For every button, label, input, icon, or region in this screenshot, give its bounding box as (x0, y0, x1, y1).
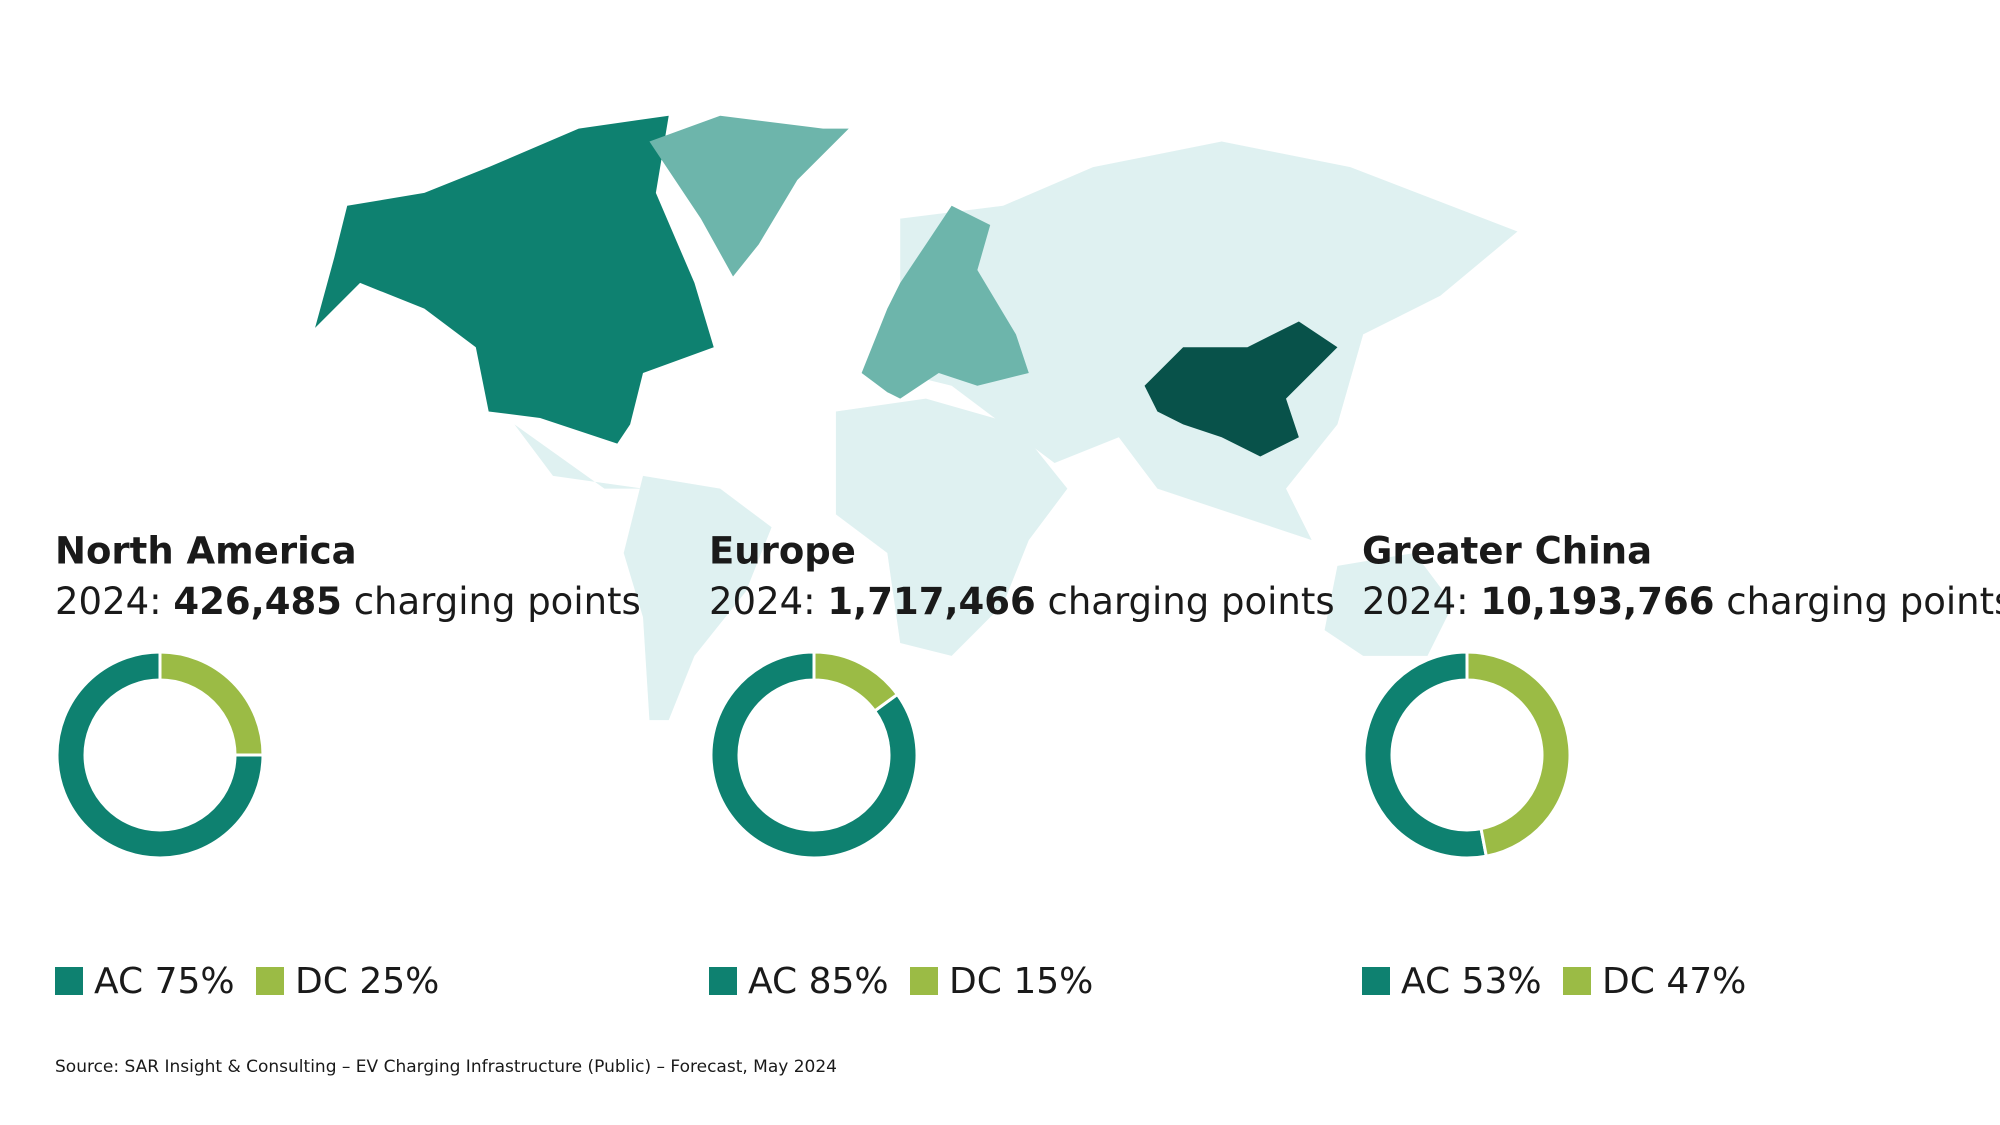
donut-slice (158, 650, 265, 757)
region-title: Europe (709, 530, 856, 573)
total-unit: charging points (1048, 580, 1335, 623)
legend-swatch (55, 967, 83, 995)
total-unit: charging points (1726, 580, 2000, 623)
region-subtitle: 2024: 10,193,766 charging points (1362, 580, 2000, 623)
donut-slice (812, 650, 900, 714)
legend-entry: DC 15% (949, 961, 1093, 1002)
total: 10,193,766 (1480, 580, 1714, 623)
donut-slice (55, 650, 265, 860)
legend-swatch (1563, 967, 1591, 995)
region-title: Greater China (1362, 530, 1652, 573)
legend-swatch (709, 967, 737, 995)
legend-name: AC (94, 961, 143, 1002)
greenland-region (649, 115, 849, 277)
legend-swatch (1362, 967, 1390, 995)
legend-swatch (910, 967, 938, 995)
total: 1,717,466 (827, 580, 1035, 623)
source-note: Source: SAR Insight & Consulting – EV Ch… (55, 1057, 837, 1077)
legend-name: AC (748, 961, 797, 1002)
region-title: North America (55, 530, 357, 573)
total-unit: charging points (354, 580, 641, 623)
donut-slice (709, 650, 919, 860)
region-subtitle: 2024: 1,717,466 charging points (709, 580, 1335, 623)
legend-swatch (256, 967, 284, 995)
period: 2024: (55, 580, 162, 623)
legend-name: DC (295, 961, 348, 1002)
legend-entry: DC 47% (1602, 961, 1746, 1002)
legend-value: 85% (809, 961, 889, 1002)
legend-entry: DC 25% (295, 961, 439, 1002)
legend-value: 25% (359, 961, 439, 1002)
north-america-region (315, 115, 714, 444)
legend-value: 53% (1462, 961, 1542, 1002)
legend-entry: AC 85% (748, 961, 889, 1002)
legend-entry: AC 75% (94, 961, 235, 1002)
period: 2024: (709, 580, 816, 623)
legend-name: DC (1602, 961, 1655, 1002)
legend-name: DC (949, 961, 1002, 1002)
donut-slice (1465, 650, 1572, 858)
world-map (315, 115, 1518, 721)
legend-name: AC (1401, 961, 1450, 1002)
other-regions (514, 141, 1518, 721)
legend-value: 15% (1013, 961, 1093, 1002)
region-subtitle: 2024: 426,485 charging points (55, 580, 641, 623)
legend-entry: AC 53% (1401, 961, 1542, 1002)
legend-value: 75% (155, 961, 235, 1002)
europe-region (861, 205, 1029, 399)
china-region (1144, 321, 1338, 457)
period: 2024: (1362, 580, 1469, 623)
total: 426,485 (173, 580, 342, 623)
donut-slice (1362, 650, 1489, 860)
legend-value: 47% (1666, 961, 1746, 1002)
